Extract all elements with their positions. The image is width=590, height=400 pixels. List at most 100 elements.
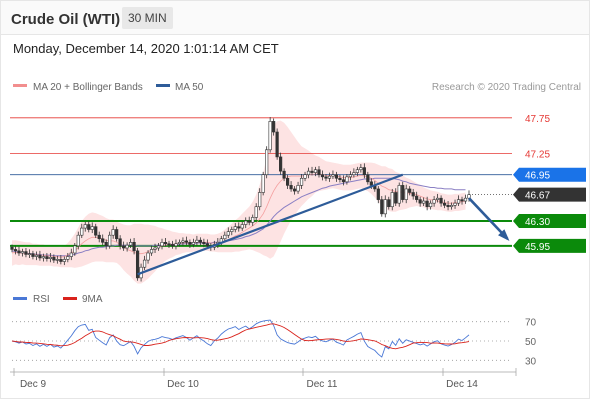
candle-body bbox=[268, 121, 272, 151]
candle-body bbox=[404, 188, 408, 200]
candle-body bbox=[285, 177, 290, 186]
candle-body bbox=[306, 170, 311, 176]
candle-body bbox=[408, 188, 412, 193]
candle-body bbox=[292, 188, 297, 192]
candle-body bbox=[317, 169, 321, 176]
candle-body bbox=[383, 199, 387, 215]
level-label-47.25: 47.25 bbox=[525, 149, 550, 160]
candle-body bbox=[52, 256, 56, 261]
rsi-line bbox=[11, 319, 470, 358]
candle-body bbox=[422, 200, 426, 204]
candle-body bbox=[149, 249, 154, 254]
candle-body bbox=[181, 240, 185, 243]
candle-body bbox=[90, 226, 94, 230]
candle-body bbox=[429, 202, 433, 208]
timestamp: Monday, December 14, 2020 1:01:14 AM CET bbox=[13, 41, 279, 56]
candle-body bbox=[94, 226, 98, 236]
candle-body bbox=[394, 192, 398, 204]
trendline bbox=[137, 173, 404, 276]
candle-body bbox=[163, 242, 168, 245]
candle-body bbox=[167, 243, 171, 246]
candle-body bbox=[41, 256, 45, 259]
candle-body bbox=[327, 175, 332, 179]
level-badge-46.67 bbox=[513, 187, 586, 202]
candle-body bbox=[432, 199, 436, 204]
candle-body bbox=[156, 245, 161, 249]
rsi-tick-label: 50 bbox=[525, 337, 537, 348]
candle-body bbox=[275, 131, 279, 158]
candle-body bbox=[160, 242, 164, 247]
candle-body bbox=[191, 242, 196, 245]
ma20-line bbox=[11, 173, 466, 258]
candle-body bbox=[240, 224, 244, 229]
candle-body bbox=[411, 192, 415, 197]
candle-body bbox=[331, 174, 335, 177]
candle-body bbox=[226, 231, 230, 236]
credit-text: Research © 2020 Trading Central bbox=[432, 82, 581, 93]
candle-body bbox=[380, 199, 384, 215]
candle-body bbox=[135, 250, 140, 279]
candle-body bbox=[362, 167, 366, 176]
candle-body bbox=[313, 169, 318, 173]
candle-body bbox=[390, 192, 394, 208]
level-badge-46.30 bbox=[513, 213, 586, 228]
candle-body bbox=[341, 179, 346, 183]
rsi-legend-swatch bbox=[13, 297, 27, 300]
candle-body bbox=[101, 238, 105, 243]
candle-body bbox=[387, 199, 391, 208]
candle-body bbox=[265, 149, 269, 176]
candle-body bbox=[425, 200, 429, 208]
candle-body bbox=[296, 185, 300, 192]
candle-body bbox=[251, 217, 255, 223]
candle-body bbox=[115, 229, 119, 240]
candle-body bbox=[111, 229, 115, 236]
candle-body bbox=[76, 234, 80, 247]
candle-body bbox=[230, 229, 234, 232]
candle-body bbox=[31, 253, 35, 257]
timeframe-button[interactable]: 30 MIN bbox=[122, 7, 173, 29]
forecast-arrow-head bbox=[498, 229, 510, 241]
candle-body bbox=[233, 226, 237, 230]
candle-body bbox=[463, 197, 468, 202]
candle-body bbox=[132, 242, 136, 252]
candle-body bbox=[184, 240, 189, 243]
candle-body bbox=[55, 259, 59, 261]
candle-body bbox=[198, 239, 202, 243]
ma50-line bbox=[11, 177, 466, 257]
candle-body bbox=[345, 176, 349, 183]
forecast-arrow bbox=[468, 197, 509, 240]
candle-body bbox=[10, 246, 14, 250]
candle-body bbox=[352, 172, 356, 176]
candle-body bbox=[303, 174, 307, 179]
rsi-ma-line bbox=[11, 323, 470, 350]
candle-body bbox=[244, 220, 248, 225]
candle-body bbox=[258, 192, 262, 208]
ma50-legend-swatch bbox=[156, 84, 170, 87]
candle-body bbox=[202, 242, 206, 245]
candle-body bbox=[27, 253, 32, 255]
candle-body bbox=[369, 181, 373, 186]
level-badge-text-45.95: 45.95 bbox=[525, 242, 550, 253]
rsi-tick-label: 30 bbox=[525, 356, 537, 367]
candle-body bbox=[282, 170, 286, 179]
candle-body bbox=[13, 249, 18, 252]
candle-body bbox=[366, 174, 370, 183]
candle-body bbox=[66, 256, 70, 260]
level-badge-text-46.67: 46.67 bbox=[525, 191, 550, 202]
candle-body bbox=[456, 199, 461, 204]
x-tick-label: Dec 9 bbox=[20, 379, 47, 390]
level-label-47.75: 47.75 bbox=[525, 114, 550, 125]
candle-body bbox=[237, 226, 241, 229]
level-badge-45.95 bbox=[513, 238, 586, 253]
ma20-legend-label: MA 20 + Bollinger Bands bbox=[33, 82, 143, 93]
candle-body bbox=[359, 167, 363, 171]
candle-body bbox=[376, 188, 380, 200]
ma9-legend-swatch bbox=[63, 297, 77, 300]
rsi-legend-label: RSI bbox=[33, 294, 50, 305]
candle-body bbox=[170, 244, 175, 247]
candle-body bbox=[122, 245, 126, 249]
candle-body bbox=[195, 239, 199, 243]
candle-body bbox=[247, 220, 251, 223]
candle-body bbox=[87, 224, 91, 230]
